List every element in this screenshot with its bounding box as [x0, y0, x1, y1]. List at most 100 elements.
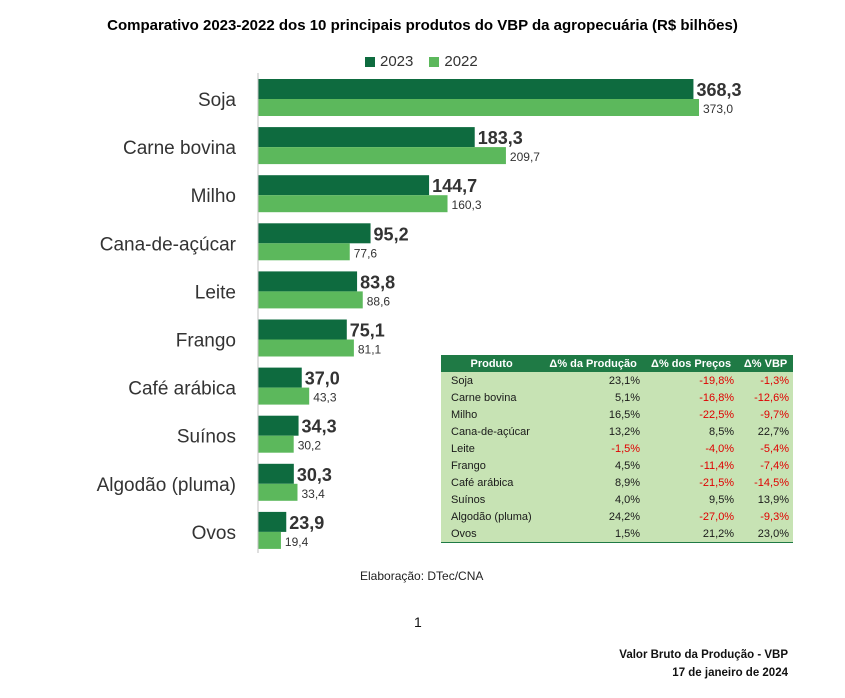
legend-swatch-2023	[365, 56, 375, 67]
bar-2023	[258, 223, 371, 244]
category-label: Carne bovina	[123, 138, 236, 159]
value-label-2023: 37,0	[305, 369, 340, 389]
cell-produto: Algodão (pluma)	[441, 508, 543, 525]
bar-2023	[258, 271, 358, 292]
value-label-2023: 368,3	[696, 80, 741, 100]
value-label-2023: 95,2	[374, 224, 409, 244]
value-label-2022: 30,2	[298, 439, 322, 453]
cell-vbp: -5,4%	[738, 440, 793, 457]
value-label-2022: 33,4	[301, 487, 325, 501]
cell-vbp: 13,9%	[738, 491, 793, 508]
cell-precos: -21,5%	[644, 474, 739, 491]
table-row: Milho 16,5% -22,5% -9,7%	[441, 406, 793, 423]
table-row: Carne bovina 5,1% -16,8% -12,6%	[441, 389, 793, 406]
cell-producao: 1,5%	[542, 525, 645, 543]
cell-vbp: -12,6%	[738, 389, 793, 406]
cell-produto: Cana-de-açúcar	[441, 423, 543, 440]
cell-produto: Café arábica	[441, 474, 543, 491]
bar-2022	[258, 339, 354, 357]
source-note: Elaboração: DTec/CNA	[360, 569, 484, 583]
cell-producao: 13,2%	[542, 423, 645, 440]
category-label: Cana-de-açúcar	[100, 234, 237, 255]
bar-2023	[258, 463, 294, 484]
bar-2023	[258, 79, 694, 99]
bar-2022	[258, 195, 448, 213]
bar-chart: Soja 368,3 373,0 Carne bovina 183,3 209,7 Milh…	[97, 73, 741, 553]
category-label: Café arábica	[128, 379, 236, 400]
cell-produto: Ovos	[441, 525, 543, 543]
bar-2023	[258, 367, 302, 388]
category-label: Frango	[176, 331, 236, 352]
legend-swatch-2022	[429, 56, 440, 67]
cell-producao: 24,2%	[542, 508, 645, 525]
header-vbp: Δ% VBP	[738, 355, 793, 372]
header-precos: Δ% dos Preços	[644, 355, 739, 372]
bar-2022	[258, 387, 310, 405]
cell-produto: Frango	[441, 457, 543, 474]
cell-produto: Suínos	[441, 491, 543, 508]
bar-2022	[258, 531, 281, 549]
table-row: Suínos 4,0% 9,5% 13,9%	[441, 491, 793, 508]
value-label-2022: 81,1	[358, 343, 382, 357]
bar-2022	[258, 99, 699, 116]
bar-2023	[258, 511, 287, 532]
table-row: Frango 4,5% -11,4% -7,4%	[441, 457, 793, 474]
bar-2022	[258, 147, 506, 165]
category-label: Soja	[198, 90, 236, 111]
legend-item-2022: 2022	[429, 53, 478, 70]
cell-produto: Soja	[441, 372, 543, 389]
value-label-2023: 183,3	[478, 128, 523, 148]
bar-2022	[258, 243, 350, 261]
value-label-2023: 75,1	[350, 321, 385, 341]
cell-producao: 4,0%	[542, 491, 645, 508]
cell-produto: Carne bovina	[441, 389, 543, 406]
bar-2023	[258, 319, 347, 340]
cell-producao: 4,5%	[542, 457, 645, 474]
legend-item-2023: 2023	[365, 53, 413, 70]
cell-precos: -22,5%	[644, 406, 739, 423]
value-label-2023: 144,7	[432, 176, 477, 196]
header-producao: Δ% da Produção	[542, 355, 645, 372]
cell-produto: Leite	[441, 440, 543, 457]
value-label-2022: 77,6	[354, 246, 378, 260]
category-label: Suínos	[177, 427, 236, 448]
cell-vbp: -9,3%	[738, 508, 793, 525]
table-row: Ovos 1,5% 21,2% 23,0%	[441, 525, 793, 543]
footer-date: 17 de janeiro de 2024	[672, 667, 788, 679]
page-number: 1	[414, 614, 422, 630]
table-row: Leite -1,5% -4,0% -5,4%	[441, 440, 793, 457]
category-label: Milho	[191, 186, 236, 207]
bar-2023	[258, 175, 430, 196]
cell-precos: -27,0%	[644, 508, 739, 525]
bar-2023	[258, 127, 475, 148]
chart-legend: 2023 2022	[365, 53, 494, 70]
cell-vbp: -14,5%	[738, 474, 793, 491]
cell-vbp: -1,3%	[738, 372, 793, 389]
cell-precos: 21,2%	[644, 525, 739, 543]
table-body: Soja 23,1% -19,8% -1,3% Carne bovina 5,1% -16,…	[441, 372, 793, 543]
value-label-2023: 23,9	[289, 513, 324, 533]
header-produto: Produto	[441, 355, 543, 372]
cell-producao: -1,5%	[542, 440, 645, 457]
value-label-2023: 30,3	[297, 465, 332, 485]
footer-title: Valor Bruto da Produção - VBP	[619, 649, 788, 661]
table-row: Algodão (pluma) 24,2% -27,0% -9,3%	[441, 508, 793, 525]
table-row: Cana-de-açúcar 13,2% 8,5% 22,7%	[441, 423, 793, 440]
value-label-2022: 209,7	[510, 150, 540, 164]
footer: Valor Bruto da Produção - VBP 17 de jane…	[619, 646, 788, 682]
cell-producao: 23,1%	[542, 372, 645, 389]
value-label-2022: 43,3	[313, 391, 337, 405]
cell-producao: 16,5%	[542, 406, 645, 423]
cell-vbp: -7,4%	[738, 457, 793, 474]
cell-vbp: 22,7%	[738, 423, 793, 440]
value-label-2022: 88,6	[367, 294, 391, 308]
cell-produto: Milho	[441, 406, 543, 423]
variation-table-container: Produto Δ% da Produção Δ% dos Preços Δ% …	[441, 355, 793, 543]
bar-2023	[258, 415, 299, 436]
bar-2022	[258, 483, 298, 501]
cell-producao: 5,1%	[542, 389, 645, 406]
value-label-2022: 373,0	[703, 102, 733, 116]
cell-precos: -4,0%	[644, 440, 739, 457]
cell-precos: -16,8%	[644, 389, 739, 406]
cell-vbp: 23,0%	[738, 525, 793, 543]
